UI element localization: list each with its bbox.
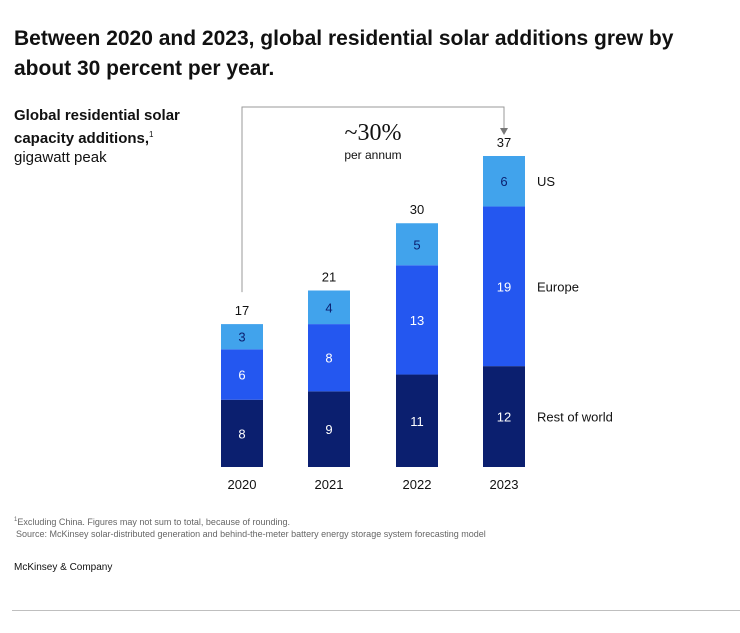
- footnote-mark: 1: [14, 517, 18, 523]
- bottom-divider: [12, 610, 740, 611]
- bar-us-2023: [483, 156, 525, 207]
- bar-rest-of-world-2021: [308, 391, 350, 467]
- x-axis-ticks: 2020 2021 2022 2023: [228, 477, 519, 492]
- x-tick-2021: 2021: [315, 477, 344, 492]
- bar-us-2020: [221, 324, 263, 350]
- value-label-us-2022: 5: [413, 237, 420, 252]
- total-label-2022: 30: [410, 202, 424, 217]
- series-labels: Rest of world Europe US: [537, 174, 613, 424]
- growth-rate-sublabel: per annum: [344, 148, 401, 162]
- value-label-europe-2022: 13: [410, 313, 424, 328]
- value-label-europe-2023: 19: [497, 279, 511, 294]
- stacked-bar-chart: ~30% per annum 863179842111135301219637 …: [221, 106, 613, 492]
- bar-rest-of-world-2020: [221, 399, 263, 467]
- value-label-europe-2021: 8: [325, 351, 332, 366]
- bar-us-2022: [396, 223, 438, 266]
- bar-europe-2022: [396, 265, 438, 375]
- bar-europe-2020: [221, 349, 263, 400]
- page-title: Between 2020 and 2023, global residentia…: [14, 27, 674, 80]
- total-label-2021: 21: [322, 269, 336, 284]
- growth-bracket-line: [241, 106, 505, 293]
- chart-unit-label: gigawatt peak: [14, 149, 107, 166]
- value-label-europe-2020: 6: [238, 368, 245, 383]
- source-note: Source: McKinsey solar-distributed gener…: [16, 529, 486, 539]
- value-label-us-2023: 6: [500, 174, 507, 189]
- total-label-2023: 37: [497, 135, 511, 150]
- bar-europe-2021: [308, 324, 350, 392]
- x-tick-2022: 2022: [403, 477, 432, 492]
- bar-rest-of-world-2023: [483, 366, 525, 467]
- bar-us-2021: [308, 290, 350, 325]
- total-label-2020: 17: [235, 303, 249, 318]
- x-tick-2020: 2020: [228, 477, 257, 492]
- y-axis-label: Global residential solar capacity additi…: [14, 106, 214, 167]
- growth-arrow-head: [500, 128, 508, 135]
- value-label-us-2021: 4: [325, 300, 332, 315]
- bar-rest-of-world-2022: [396, 374, 438, 467]
- footnote: 1Excluding China. Figures may not sum to…: [14, 517, 290, 527]
- x-tick-2023: 2023: [490, 477, 519, 492]
- value-label-rest-of-world-2023: 12: [497, 410, 511, 425]
- bars-group: 8 6 3 17 9 8 4 21 11 13 5 30 12 19 6 37: [221, 135, 525, 467]
- series-label-us: US: [537, 174, 555, 189]
- footnotes: 1Excluding China. Figures may not sum to…: [14, 514, 486, 540]
- value-label-us-2020: 3: [238, 330, 245, 345]
- growth-annotation: ~30% per annum: [241, 106, 508, 293]
- brand-logo-text: McKinsey & Company: [14, 562, 113, 573]
- chart-title: Global residential solar capacity additi…: [14, 107, 180, 147]
- value-label-rest-of-world-2022: 11: [410, 414, 424, 429]
- series-label-rest-of-world: Rest of world: [537, 410, 613, 425]
- value-label-rest-of-world-2020: 8: [238, 426, 245, 441]
- title-footnote-mark: 1: [149, 130, 154, 139]
- growth-rate-label: ~30%: [345, 120, 402, 146]
- bar-europe-2023: [483, 206, 525, 367]
- series-label-europe: Europe: [537, 279, 579, 294]
- value-label-rest-of-world-2021: 9: [325, 422, 332, 437]
